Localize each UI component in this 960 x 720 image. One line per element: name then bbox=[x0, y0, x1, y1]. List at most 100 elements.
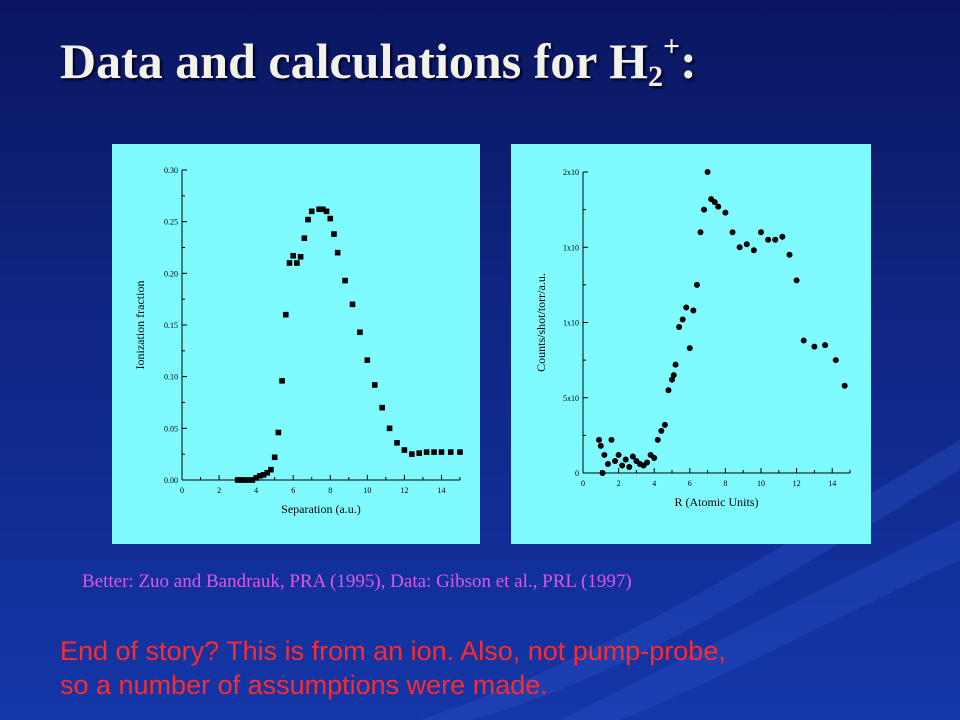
ionization-chart-x-tick-label: 14 bbox=[437, 486, 445, 495]
counts-chart-y-tick-label: 1x10 bbox=[563, 243, 579, 252]
ionization-chart-point bbox=[323, 208, 330, 215]
counts-chart-x-tick-label: 0 bbox=[581, 479, 585, 488]
counts-chart-point bbox=[669, 376, 675, 383]
counts-chart-point bbox=[601, 451, 608, 458]
counts-chart-point bbox=[644, 459, 651, 466]
counts-chart: 0 5x10 1x10 1x10 2x10 0 2 4 6 8 10 12 14 R (Atomic Un… bbox=[511, 144, 871, 544]
counts-chart-point bbox=[736, 244, 743, 251]
counts-chart-point bbox=[765, 236, 772, 243]
citation-text: Better: Zuo and Bandrauk, PRA (1995), Da… bbox=[82, 571, 632, 592]
ionization-chart-x-tick-label: 12 bbox=[400, 486, 408, 495]
ionization-chart-x-tick-label: 8 bbox=[328, 486, 332, 495]
ionization-chart-x-tick-label: 10 bbox=[363, 486, 371, 495]
ionization-chart-x-tick-label: 4 bbox=[254, 486, 258, 495]
ionization-chart-point bbox=[349, 301, 356, 308]
ionization-chart-point bbox=[447, 449, 454, 455]
counts-chart-point bbox=[626, 463, 633, 470]
counts-chart-y-tick-label: 1x10 bbox=[563, 319, 579, 328]
counts-chart-point bbox=[654, 436, 661, 443]
ionization-chart-y-tick-label: 0.00 bbox=[164, 476, 178, 485]
counts-chart-point bbox=[711, 199, 718, 206]
ionization-chart-point bbox=[431, 449, 437, 455]
ionization-chart-point bbox=[357, 329, 363, 336]
counts-chart-point bbox=[683, 304, 690, 311]
counts-chart-x-tick-label: 4 bbox=[652, 479, 656, 488]
ionization-chart-point bbox=[260, 472, 267, 478]
ionization-chart-point bbox=[409, 451, 415, 457]
counts-chart-point bbox=[729, 229, 736, 236]
ionization-chart-point bbox=[290, 252, 296, 259]
counts-chart-y-tick-label: 2x10 bbox=[563, 168, 579, 177]
counts-chart-point bbox=[658, 427, 665, 434]
counts-chart-point bbox=[758, 229, 764, 236]
ionization-chart-point bbox=[275, 429, 282, 436]
ionization-fraction-chart: 0.00 0.05 0.10 0.15 0.20 0.25 0.30 0 2 4 6 8 10 12 14 S… bbox=[112, 144, 480, 544]
counts-chart-x-tick-label: 12 bbox=[793, 479, 801, 488]
ionization-chart-point bbox=[297, 254, 304, 260]
slide-title: Data and calculations for H2+: bbox=[60, 30, 697, 93]
ionization-chart-point bbox=[416, 450, 423, 456]
counts-chart-point bbox=[743, 241, 750, 248]
ionization-chart-x-axis-label: Separation (a.u.) bbox=[281, 502, 361, 516]
counts-chart-point bbox=[786, 251, 793, 258]
counts-chart-point bbox=[832, 357, 839, 364]
counts-chart-point bbox=[800, 337, 807, 344]
ionization-chart-y-tick-label: 0.10 bbox=[164, 373, 178, 382]
ionization-chart-point bbox=[334, 249, 341, 256]
ionization-chart-y-tick-label: 0.30 bbox=[164, 166, 178, 175]
counts-chart-point bbox=[704, 169, 711, 175]
counts-chart-point bbox=[604, 460, 611, 467]
counts-chart-point bbox=[619, 462, 626, 469]
counts-chart-y-tick-label: 5x10 bbox=[563, 394, 579, 403]
ionization-chart-point bbox=[294, 260, 300, 266]
ionization-chart-y-tick-label: 0.20 bbox=[164, 269, 178, 278]
ionization-chart-point bbox=[242, 477, 248, 483]
counts-chart-point bbox=[629, 453, 636, 460]
counts-chart-point bbox=[608, 436, 615, 443]
counts-chart-point bbox=[651, 454, 658, 461]
counts-chart-point bbox=[672, 361, 679, 368]
counts-chart-point bbox=[779, 233, 786, 240]
ionization-chart-point bbox=[423, 449, 430, 455]
counts-chart-point bbox=[822, 342, 829, 349]
ionization-chart-x-tick-label: 6 bbox=[291, 486, 295, 495]
counts-chart-point bbox=[722, 209, 729, 216]
ionization-chart-point bbox=[249, 477, 256, 483]
counts-chart-x-tick-label: 10 bbox=[757, 479, 765, 488]
ionization-chart-y-tick-label: 0.25 bbox=[164, 218, 178, 227]
counts-chart-point bbox=[690, 307, 697, 314]
counts-chart-point bbox=[693, 281, 700, 288]
ionization-chart-y-tick-label: 0.15 bbox=[164, 321, 178, 330]
ionization-chart-point bbox=[264, 469, 271, 476]
ionization-chart-point bbox=[364, 357, 371, 363]
counts-chart-point bbox=[676, 324, 683, 331]
ionization-chart-point bbox=[268, 466, 274, 473]
ionization-chart-point bbox=[457, 449, 463, 455]
ionization-chart-point bbox=[371, 382, 378, 388]
ionization-chart-point bbox=[305, 216, 311, 223]
ionization-chart-point bbox=[394, 440, 400, 446]
ionization-chart-point bbox=[438, 449, 445, 455]
counts-chart-point bbox=[686, 345, 693, 352]
counts-chart-point bbox=[670, 372, 677, 379]
counts-chart-point bbox=[697, 229, 704, 236]
ionization-fraction-chart-svg: 0.00 0.05 0.10 0.15 0.20 0.25 0.30 0 2 4 6 8 10 12 14 S… bbox=[133, 166, 463, 516]
counts-chart-point bbox=[841, 382, 848, 389]
ionization-chart-point bbox=[308, 208, 315, 215]
ionization-chart-point bbox=[320, 206, 326, 213]
counts-chart-point bbox=[615, 451, 622, 458]
ionization-chart-point bbox=[401, 447, 408, 453]
story-line-2: so a number of assumptions were made. bbox=[60, 670, 548, 700]
counts-chart-y-tick-label: 0 bbox=[575, 469, 579, 478]
counts-chart-x-axis-label: R (Atomic Units) bbox=[675, 495, 759, 509]
counts-chart-point bbox=[715, 203, 722, 210]
ionization-chart-point bbox=[282, 311, 289, 318]
ionization-chart-point bbox=[301, 235, 308, 241]
ionization-chart-point bbox=[316, 206, 322, 213]
ionization-chart-x-tick-label: 0 bbox=[180, 486, 184, 495]
ionization-chart-point bbox=[342, 277, 348, 284]
story-line-1: End of story? This is from an ion. Also,… bbox=[60, 636, 726, 666]
ionization-chart-point bbox=[279, 378, 285, 384]
counts-chart-point bbox=[811, 343, 818, 350]
counts-chart-point bbox=[793, 277, 800, 284]
